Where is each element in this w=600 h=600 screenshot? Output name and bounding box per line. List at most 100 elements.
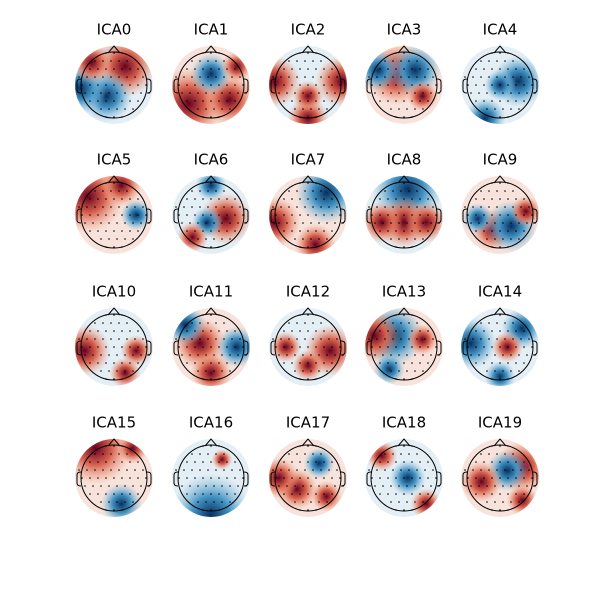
blob — [462, 203, 494, 235]
topomap-title: ICA1 — [194, 21, 229, 39]
sensor — [110, 190, 112, 192]
sensor — [113, 84, 115, 86]
sensor — [307, 198, 309, 200]
sensor — [483, 100, 485, 102]
sensor — [226, 100, 228, 102]
sensor — [286, 222, 288, 224]
sensor — [384, 60, 386, 62]
sensor — [371, 84, 373, 86]
sensor — [116, 108, 118, 110]
sensor — [129, 493, 131, 495]
sensor — [191, 338, 193, 340]
sensor — [283, 198, 285, 200]
sensor — [100, 370, 102, 372]
sensor — [488, 76, 490, 78]
sensor — [105, 84, 107, 86]
sensor — [518, 485, 520, 487]
sensor — [382, 92, 384, 94]
sensor — [499, 346, 501, 348]
sensor — [326, 238, 328, 240]
sensor — [186, 346, 188, 348]
sensor — [400, 76, 402, 78]
sensor — [526, 92, 528, 94]
sensor — [207, 206, 209, 208]
sensor — [113, 214, 115, 216]
sensor — [108, 501, 110, 503]
nose — [204, 45, 218, 54]
blob — [484, 361, 516, 386]
sensor — [213, 485, 215, 487]
sensor — [283, 84, 285, 86]
sensor — [507, 461, 509, 463]
topomap: ICA3 — [365, 21, 443, 124]
sensor — [427, 68, 429, 70]
sensor — [129, 230, 131, 232]
sensor — [296, 469, 298, 471]
sensor — [318, 501, 320, 503]
nose — [397, 45, 411, 54]
sensor — [376, 76, 378, 78]
sensor — [205, 92, 207, 94]
sensor — [331, 214, 333, 216]
blob — [365, 201, 403, 244]
sensor — [110, 206, 112, 208]
sensor — [507, 493, 509, 495]
sensor — [422, 238, 424, 240]
topomap-title: ICA8 — [387, 151, 422, 169]
sensor — [494, 370, 496, 372]
sensor — [326, 108, 328, 110]
sensor — [84, 222, 86, 224]
sensor — [379, 230, 381, 232]
sensor — [411, 100, 413, 102]
sensor — [486, 354, 488, 356]
sensor — [296, 60, 298, 62]
sensor — [478, 354, 480, 356]
sensor — [331, 330, 333, 332]
sensor — [223, 338, 225, 340]
sensor — [368, 206, 370, 208]
sensor — [202, 461, 204, 463]
sensor — [374, 354, 376, 356]
sensor — [113, 378, 115, 380]
sensor — [124, 370, 126, 372]
sensor — [113, 314, 115, 316]
topomap: ICA16 — [172, 414, 250, 517]
sensor — [496, 453, 498, 455]
sensor — [323, 100, 325, 102]
sensor — [215, 469, 217, 471]
sensor — [320, 338, 322, 340]
sensor — [121, 493, 123, 495]
sensor — [427, 214, 429, 216]
sensor — [475, 214, 477, 216]
sensor — [124, 501, 126, 503]
sensor — [499, 182, 501, 184]
sensor — [126, 76, 128, 78]
topomap: ICA1 — [172, 21, 250, 124]
sensor — [382, 485, 384, 487]
sensor — [494, 354, 496, 356]
sensor — [526, 222, 528, 224]
sensor — [145, 214, 147, 216]
sensor — [403, 445, 405, 447]
nose — [397, 175, 411, 184]
blob — [100, 483, 143, 517]
sensor — [491, 214, 493, 216]
sensor — [296, 76, 298, 78]
sensor — [395, 477, 397, 479]
sensor — [515, 330, 517, 332]
sensor — [307, 493, 309, 495]
sensor — [491, 477, 493, 479]
sensor — [132, 108, 134, 110]
sensor — [419, 346, 421, 348]
sensor — [237, 354, 239, 356]
sensor — [518, 238, 520, 240]
sensor — [464, 76, 466, 78]
sensor — [105, 330, 107, 332]
sensor — [97, 84, 99, 86]
sensor — [229, 92, 231, 94]
sensor — [197, 370, 199, 372]
sensor — [231, 76, 233, 78]
sensor — [424, 338, 426, 340]
sensor — [403, 493, 405, 495]
sensor — [326, 485, 328, 487]
